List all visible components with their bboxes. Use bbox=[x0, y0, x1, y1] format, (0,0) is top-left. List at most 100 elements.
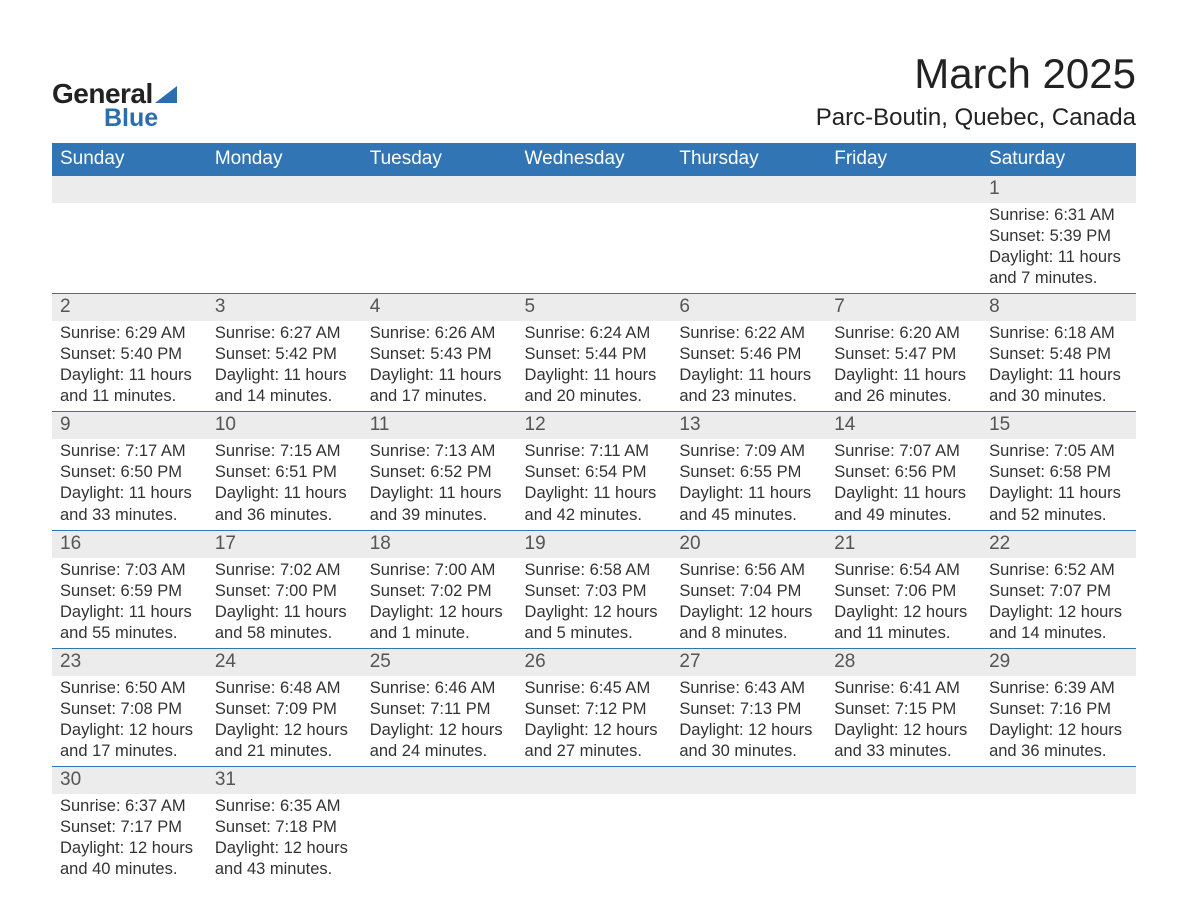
day-number-empty bbox=[671, 767, 826, 794]
calendar-cell bbox=[517, 176, 672, 294]
day-details: Sunrise: 6:26 AMSunset: 5:43 PMDaylight:… bbox=[362, 321, 517, 411]
daylight-text: Daylight: 11 hours and 52 minutes. bbox=[989, 483, 1128, 525]
calendar-cell: 25Sunrise: 6:46 AMSunset: 7:11 PMDayligh… bbox=[362, 648, 517, 766]
day-details-empty bbox=[671, 203, 826, 209]
day-number: 27 bbox=[671, 649, 826, 676]
sunrise-text: Sunrise: 6:54 AM bbox=[834, 560, 973, 581]
daylight-text: Daylight: 12 hours and 27 minutes. bbox=[525, 720, 664, 762]
calendar-cell: 20Sunrise: 6:56 AMSunset: 7:04 PMDayligh… bbox=[671, 530, 826, 648]
day-number: 16 bbox=[52, 531, 207, 558]
calendar-cell bbox=[362, 767, 517, 885]
day-header: Saturday bbox=[981, 143, 1136, 176]
sunrise-text: Sunrise: 7:02 AM bbox=[215, 560, 354, 581]
calendar-cell: 11Sunrise: 7:13 AMSunset: 6:52 PMDayligh… bbox=[362, 412, 517, 530]
day-number-empty bbox=[826, 767, 981, 794]
day-number-empty bbox=[52, 176, 207, 203]
day-header: Tuesday bbox=[362, 143, 517, 176]
sunrise-text: Sunrise: 7:11 AM bbox=[525, 441, 664, 462]
day-header: Monday bbox=[207, 143, 362, 176]
day-details: Sunrise: 7:09 AMSunset: 6:55 PMDaylight:… bbox=[671, 439, 826, 529]
day-header-row: Sunday Monday Tuesday Wednesday Thursday… bbox=[52, 143, 1136, 176]
day-number: 4 bbox=[362, 294, 517, 321]
sunrise-text: Sunrise: 6:45 AM bbox=[525, 678, 664, 699]
daylight-text: Daylight: 12 hours and 24 minutes. bbox=[370, 720, 509, 762]
day-header: Wednesday bbox=[517, 143, 672, 176]
sunset-text: Sunset: 7:16 PM bbox=[989, 699, 1128, 720]
day-details-empty bbox=[671, 794, 826, 800]
calendar-week-row: 30Sunrise: 6:37 AMSunset: 7:17 PMDayligh… bbox=[52, 767, 1136, 885]
sunrise-text: Sunrise: 6:50 AM bbox=[60, 678, 199, 699]
sunrise-text: Sunrise: 7:15 AM bbox=[215, 441, 354, 462]
day-number: 14 bbox=[826, 412, 981, 439]
calendar-cell: 3Sunrise: 6:27 AMSunset: 5:42 PMDaylight… bbox=[207, 294, 362, 412]
day-header: Friday bbox=[826, 143, 981, 176]
daylight-text: Daylight: 12 hours and 36 minutes. bbox=[989, 720, 1128, 762]
daylight-text: Daylight: 11 hours and 58 minutes. bbox=[215, 602, 354, 644]
day-header: Sunday bbox=[52, 143, 207, 176]
location-text: Parc-Boutin, Quebec, Canada bbox=[816, 104, 1136, 132]
sunrise-text: Sunrise: 7:17 AM bbox=[60, 441, 199, 462]
day-details-empty bbox=[517, 794, 672, 800]
day-details: Sunrise: 6:29 AMSunset: 5:40 PMDaylight:… bbox=[52, 321, 207, 411]
sunrise-text: Sunrise: 7:03 AM bbox=[60, 560, 199, 581]
day-number: 9 bbox=[52, 412, 207, 439]
sunrise-text: Sunrise: 6:35 AM bbox=[215, 796, 354, 817]
day-details: Sunrise: 6:41 AMSunset: 7:15 PMDaylight:… bbox=[826, 676, 981, 766]
sunset-text: Sunset: 5:40 PM bbox=[60, 344, 199, 365]
day-number: 18 bbox=[362, 531, 517, 558]
day-number: 31 bbox=[207, 767, 362, 794]
sunset-text: Sunset: 6:58 PM bbox=[989, 462, 1128, 483]
calendar-cell: 1Sunrise: 6:31 AMSunset: 5:39 PMDaylight… bbox=[981, 176, 1136, 294]
day-details: Sunrise: 6:35 AMSunset: 7:18 PMDaylight:… bbox=[207, 794, 362, 884]
sunrise-text: Sunrise: 6:41 AM bbox=[834, 678, 973, 699]
daylight-text: Daylight: 12 hours and 30 minutes. bbox=[679, 720, 818, 762]
sunset-text: Sunset: 7:08 PM bbox=[60, 699, 199, 720]
daylight-text: Daylight: 11 hours and 36 minutes. bbox=[215, 483, 354, 525]
sunrise-text: Sunrise: 6:52 AM bbox=[989, 560, 1128, 581]
daylight-text: Daylight: 11 hours and 17 minutes. bbox=[370, 365, 509, 407]
daylight-text: Daylight: 11 hours and 26 minutes. bbox=[834, 365, 973, 407]
calendar-cell bbox=[52, 176, 207, 294]
day-number: 22 bbox=[981, 531, 1136, 558]
logo: General Blue bbox=[52, 78, 177, 133]
daylight-text: Daylight: 11 hours and 7 minutes. bbox=[989, 247, 1128, 289]
day-number: 15 bbox=[981, 412, 1136, 439]
day-details-empty bbox=[362, 794, 517, 800]
calendar-cell: 23Sunrise: 6:50 AMSunset: 7:08 PMDayligh… bbox=[52, 648, 207, 766]
day-details-empty bbox=[981, 794, 1136, 800]
day-number: 23 bbox=[52, 649, 207, 676]
sunset-text: Sunset: 7:11 PM bbox=[370, 699, 509, 720]
calendar-cell: 13Sunrise: 7:09 AMSunset: 6:55 PMDayligh… bbox=[671, 412, 826, 530]
day-number: 3 bbox=[207, 294, 362, 321]
day-number: 8 bbox=[981, 294, 1136, 321]
sunset-text: Sunset: 5:42 PM bbox=[215, 344, 354, 365]
sunrise-text: Sunrise: 7:05 AM bbox=[989, 441, 1128, 462]
day-number: 2 bbox=[52, 294, 207, 321]
day-details-empty bbox=[207, 203, 362, 209]
day-details: Sunrise: 7:02 AMSunset: 7:00 PMDaylight:… bbox=[207, 558, 362, 648]
sunset-text: Sunset: 5:43 PM bbox=[370, 344, 509, 365]
calendar-cell bbox=[671, 176, 826, 294]
day-number: 11 bbox=[362, 412, 517, 439]
daylight-text: Daylight: 12 hours and 43 minutes. bbox=[215, 838, 354, 880]
calendar-cell: 21Sunrise: 6:54 AMSunset: 7:06 PMDayligh… bbox=[826, 530, 981, 648]
daylight-text: Daylight: 11 hours and 45 minutes. bbox=[679, 483, 818, 525]
sunrise-text: Sunrise: 6:27 AM bbox=[215, 323, 354, 344]
sunset-text: Sunset: 7:03 PM bbox=[525, 581, 664, 602]
calendar-week-row: 23Sunrise: 6:50 AMSunset: 7:08 PMDayligh… bbox=[52, 648, 1136, 766]
day-details: Sunrise: 6:45 AMSunset: 7:12 PMDaylight:… bbox=[517, 676, 672, 766]
sunrise-text: Sunrise: 7:07 AM bbox=[834, 441, 973, 462]
calendar-cell: 2Sunrise: 6:29 AMSunset: 5:40 PMDaylight… bbox=[52, 294, 207, 412]
calendar-cell: 16Sunrise: 7:03 AMSunset: 6:59 PMDayligh… bbox=[52, 530, 207, 648]
sunset-text: Sunset: 5:46 PM bbox=[679, 344, 818, 365]
day-details: Sunrise: 6:43 AMSunset: 7:13 PMDaylight:… bbox=[671, 676, 826, 766]
sunset-text: Sunset: 7:02 PM bbox=[370, 581, 509, 602]
day-details: Sunrise: 6:50 AMSunset: 7:08 PMDaylight:… bbox=[52, 676, 207, 766]
daylight-text: Daylight: 12 hours and 33 minutes. bbox=[834, 720, 973, 762]
day-details-empty bbox=[826, 794, 981, 800]
day-details: Sunrise: 7:15 AMSunset: 6:51 PMDaylight:… bbox=[207, 439, 362, 529]
sunset-text: Sunset: 7:12 PM bbox=[525, 699, 664, 720]
daylight-text: Daylight: 12 hours and 11 minutes. bbox=[834, 602, 973, 644]
calendar-cell: 29Sunrise: 6:39 AMSunset: 7:16 PMDayligh… bbox=[981, 648, 1136, 766]
sunrise-text: Sunrise: 6:26 AM bbox=[370, 323, 509, 344]
